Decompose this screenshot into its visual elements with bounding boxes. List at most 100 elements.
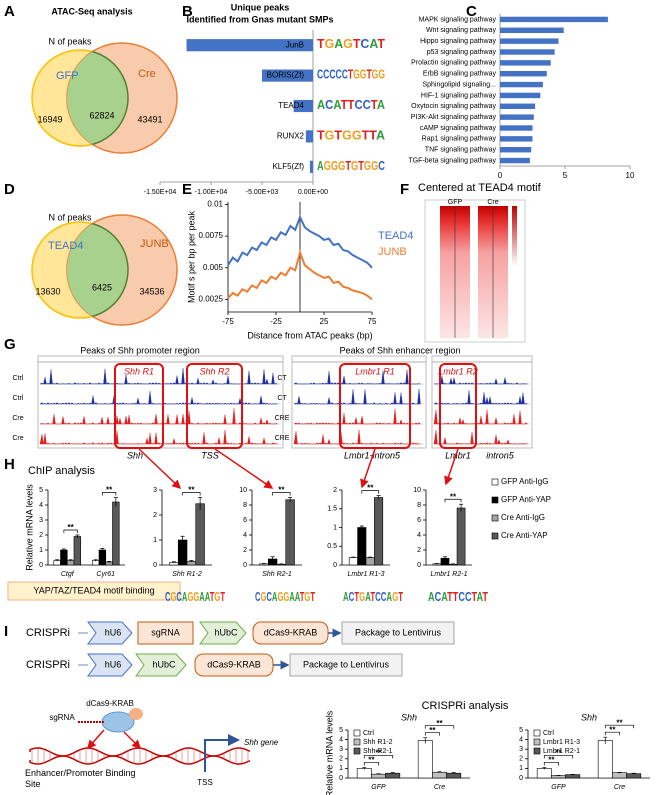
construct-label: Package to Lentivirus: [355, 627, 442, 637]
motif-letter: G: [304, 589, 310, 604]
venn-set-label: Cre: [138, 68, 156, 80]
category-label: PI3K-Akt signaling pathway: [411, 114, 497, 121]
cartoon-arrow: [87, 729, 105, 750]
motif-letter: C: [435, 589, 442, 604]
motif-letter: G: [372, 67, 379, 82]
venn-subtitle: N of peaks: [48, 36, 92, 46]
y-tick-label: 0.005: [203, 263, 224, 272]
y-tick-label: 0: [417, 562, 421, 569]
category-label: Shh R2-1: [262, 571, 292, 578]
motif-letter: A: [205, 589, 211, 604]
motif-letter: C: [465, 589, 472, 604]
track-signal: [433, 390, 528, 405]
x-tick-label: -75: [222, 317, 234, 326]
motif-letter: A: [199, 589, 205, 604]
error-bar: [376, 773, 381, 775]
legend-label: Cre Anti-YAP: [501, 531, 548, 540]
region-box: [114, 363, 164, 449]
significance-bracket: [63, 529, 78, 533]
construct-label: hUbC: [152, 659, 176, 669]
track-signal: [293, 429, 421, 445]
significance-label: **: [436, 719, 443, 728]
y-axis-label: Relative mRNA levels: [324, 710, 334, 795]
y-tick-label: 0.0075: [199, 231, 224, 240]
track-signal: [293, 408, 421, 425]
category-label: Rap1 signaling pathway: [422, 136, 497, 143]
bar: [293, 99, 313, 113]
x-tick-label: -1.50E+04: [144, 189, 177, 196]
significance-bracket: [543, 755, 574, 759]
bar: [305, 130, 313, 143]
construct-label: CRISPRi: [26, 659, 70, 671]
legend-label: GFP Anti-IgG: [501, 477, 548, 486]
significance-label: **: [106, 486, 113, 495]
y-tick-label: 2: [339, 756, 343, 763]
track-signal: [39, 391, 278, 405]
cartoon-label: sgRNA: [49, 713, 75, 722]
bar: [432, 771, 447, 779]
category-label: p53 signaling pathway: [427, 49, 497, 56]
y-tick-label: 10: [239, 487, 247, 494]
motif-letter: C: [375, 589, 381, 604]
bar: [500, 147, 532, 153]
error-bar: [75, 534, 80, 538]
error-bar: [390, 772, 395, 774]
bar: [500, 71, 547, 77]
y-tick-label: 0: [153, 562, 157, 569]
x-tick-label: -25: [270, 317, 282, 326]
motif-logo: ACATTCCTA: [317, 97, 386, 112]
motif-letter: G: [352, 128, 362, 143]
region-arrow: [360, 448, 376, 489]
x-tick-label: 25: [320, 317, 329, 326]
bar: [98, 549, 107, 566]
motif-letter: G: [371, 158, 378, 173]
tss-arrow: [204, 734, 240, 772]
category-label: MAPK signaling pathway: [419, 16, 497, 23]
motif-letter: T: [377, 37, 385, 52]
category-label: Lmbr1 R1-3: [348, 571, 385, 578]
motif-letter: T: [354, 589, 359, 604]
panel-label: A: [4, 3, 15, 20]
x-tick-label: -5.00E+03: [246, 189, 279, 196]
significance-label: **: [609, 725, 616, 734]
significance-label: **: [375, 749, 382, 758]
chart-title: Shh: [401, 712, 417, 722]
significance-label: **: [429, 726, 436, 735]
motif-letter: G: [392, 589, 398, 604]
motif-letter: G: [171, 589, 177, 604]
category-label: Cyr61: [96, 571, 115, 578]
significance-bracket: [102, 492, 117, 496]
construct-arrow: [199, 621, 247, 645]
bar: [112, 501, 120, 566]
error-bar: [368, 556, 373, 558]
significance-bracket: [272, 492, 291, 496]
chart-subtitle: Identified from Gnas mutant SMPs: [186, 14, 333, 24]
region-box: [186, 363, 243, 449]
error-bar: [359, 525, 364, 529]
error-bar: [270, 556, 275, 562]
cartoon-label: dCas9-KRAB: [86, 699, 134, 708]
significance-label: **: [548, 756, 555, 765]
bar: [500, 60, 551, 66]
error-bar: [55, 559, 60, 562]
bar: [500, 27, 564, 33]
venn-count: 34536: [139, 286, 164, 296]
category-label: Ctgf: [61, 571, 75, 578]
panel-label: G: [4, 336, 16, 353]
motif-letter: G: [364, 158, 371, 173]
x-axis-label: Distance from ATAC peaks (bp): [247, 330, 372, 340]
y-tick-label: 6: [417, 517, 421, 524]
y-tick-label: 2: [417, 547, 421, 554]
x-tick-label: -1.00E+04: [195, 189, 228, 196]
y-tick-label: 1: [519, 765, 523, 772]
motif-letter: A: [334, 37, 344, 52]
track-row-label: Cre: [12, 435, 23, 442]
legend-swatch: [353, 738, 361, 746]
legend-label: GFP Anti-YAP: [501, 495, 551, 504]
construct-label: CRISPRi: [26, 627, 70, 639]
y-tick-label: 3: [153, 487, 157, 494]
bar: [73, 536, 82, 566]
error-bar: [107, 561, 112, 563]
y-tick-label: 3: [519, 746, 523, 753]
